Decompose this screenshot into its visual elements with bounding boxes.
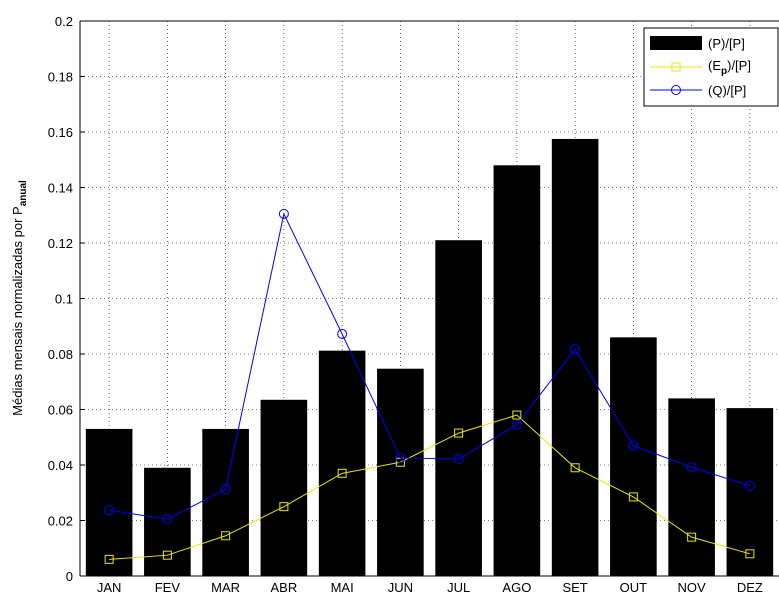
- point-flow-mai: [337, 329, 348, 340]
- x-tick-label-ago: AGO: [502, 580, 531, 595]
- bar-precip-mar: [202, 428, 249, 576]
- bar-precip-set: [551, 138, 599, 576]
- y-tick-label: 0.02: [48, 514, 73, 529]
- point-evap-set: [570, 463, 580, 473]
- x-tick-label-fev: FEV: [155, 580, 181, 595]
- legend-swatch-bar: [650, 36, 702, 50]
- y-tick-label: 0.08: [48, 347, 73, 362]
- y-tick-label: 0.06: [48, 403, 73, 418]
- point-evap-dez: [745, 549, 755, 559]
- y-tick-labels: 0 0.02 0.04 0.06 0.08 0.1 0.12 0.14 0.16 0.18 0.2: [48, 14, 73, 584]
- point-flow-mar: [220, 484, 231, 495]
- y-tick-label: 0.16: [48, 125, 73, 140]
- bar-precip-dez: [726, 408, 774, 576]
- y-axis-label: Médias mensais normalizadas por Panual: [10, 180, 29, 416]
- point-flow-dez: [744, 480, 755, 491]
- y-axis-label-main: Médias mensais normalizadas por P: [10, 206, 25, 416]
- bar-precip-jun: [377, 368, 424, 576]
- point-flow-abr: [278, 208, 289, 219]
- bar-series: [85, 138, 774, 577]
- bar-precip-ago: [493, 165, 541, 577]
- point-evap-jan: [104, 554, 114, 564]
- point-evap-out: [628, 492, 638, 502]
- point-evap-ago: [512, 410, 522, 420]
- line-flow: [109, 212, 751, 520]
- legend-swatch-evap-marker: [671, 62, 681, 72]
- bar-precip-jan: [85, 428, 133, 576]
- y-tick-label: 0.04: [48, 458, 73, 473]
- point-evap-jul: [454, 428, 464, 438]
- y-tick-label: 0.14: [48, 181, 73, 196]
- y-tick-label: 0.12: [48, 236, 73, 251]
- grid: [80, 21, 779, 576]
- y-tick-label: 0.2: [55, 14, 73, 29]
- point-evap-fev: [162, 550, 172, 560]
- point-evap-mai: [337, 468, 347, 478]
- x-tick-label-abr: ABR: [271, 580, 298, 595]
- legend: (P)/[P] (Ep)/[P] (Q)/[P]: [643, 27, 779, 107]
- legend-label-evap: (Ep)/[P]: [708, 58, 751, 77]
- legend-label-precip: (P)/[P]: [708, 36, 745, 51]
- legend-label-flow: (Q)/[P]: [708, 83, 746, 98]
- x-tick-labels: JAN FEV MAR ABR MAI JUN JUL AGO SET OUT NOV DEZ: [97, 580, 763, 595]
- x-tick-label-dez: DEZ: [737, 580, 763, 595]
- y-tick-label: 0.1: [55, 292, 73, 307]
- bar-precip-out: [610, 337, 657, 576]
- point-flow-nov: [686, 462, 697, 473]
- point-evap-mar: [221, 531, 231, 541]
- y-tick-label: 0.18: [48, 70, 73, 85]
- x-tick-label-mar: MAR: [211, 580, 240, 595]
- point-flow-fev: [162, 514, 173, 525]
- y-tick-label: 0: [66, 569, 73, 584]
- bar-precip-mai: [318, 350, 366, 576]
- line-series: [104, 208, 755, 564]
- axes: [79, 20, 779, 577]
- point-evap-abr: [279, 502, 289, 512]
- x-tick-label-jun: JUN: [388, 580, 413, 595]
- legend-swatch-flow-marker: [671, 85, 681, 95]
- y-axis-label-sub: anual: [18, 180, 29, 206]
- point-flow-jul: [453, 453, 464, 464]
- x-tick-label-mai: MAI: [331, 580, 354, 595]
- x-tick-label-set: SET: [562, 580, 587, 595]
- point-flow-jun: [395, 453, 406, 464]
- x-tick-label-jan: JAN: [97, 580, 122, 595]
- bar-precip-jul: [435, 240, 482, 576]
- x-tick-label-out: OUT: [620, 580, 648, 595]
- point-evap-nov: [687, 532, 697, 542]
- bar-precip-nov: [668, 398, 715, 576]
- point-flow-out: [628, 440, 639, 451]
- point-flow-ago: [511, 419, 522, 430]
- bar-precip-abr: [260, 399, 308, 576]
- x-tick-label-nov: NOV: [678, 580, 707, 595]
- point-flow-set: [570, 344, 581, 355]
- x-tick-label-jul: JUL: [447, 580, 470, 595]
- bar-precip-fev: [144, 467, 191, 576]
- line-evap: [109, 414, 751, 560]
- point-flow-jan: [104, 505, 115, 516]
